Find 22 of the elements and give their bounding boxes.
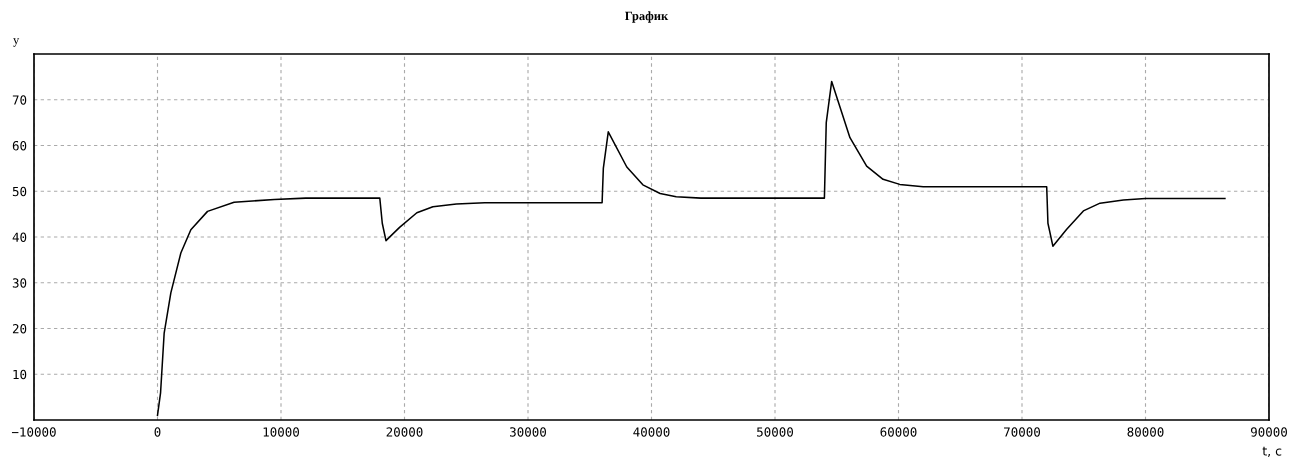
x-tick-label: 80000 xyxy=(1127,427,1164,437)
x-tick-label: 20000 xyxy=(386,427,423,437)
x-tick-label: 90000 xyxy=(1250,427,1287,437)
y-tick-label: 40 xyxy=(12,232,27,242)
y-axis-title: y xyxy=(13,38,20,47)
x-axis-title: t, c xyxy=(1262,446,1282,457)
x-tick-label: 10000 xyxy=(263,427,299,437)
x-tick-label: 0 xyxy=(154,427,161,437)
x-tick-label: −10000 xyxy=(11,427,56,437)
line-series xyxy=(156,80,1226,417)
y-tick-label: 30 xyxy=(12,278,27,288)
y-tick-label: 20 xyxy=(12,324,27,334)
x-tick-label: 50000 xyxy=(757,427,793,437)
x-tick-label: 60000 xyxy=(880,427,917,437)
y-tick-label: 10 xyxy=(13,369,27,380)
x-tick-label: 70000 xyxy=(1004,427,1040,437)
chart-title: График xyxy=(625,11,669,23)
y-tick-label: 60 xyxy=(12,141,27,151)
x-tick-label: 30000 xyxy=(510,427,546,437)
y-tick-label: 50 xyxy=(12,186,27,197)
x-tick-label: 40000 xyxy=(633,427,670,437)
y-tick-label: 70 xyxy=(12,95,27,105)
